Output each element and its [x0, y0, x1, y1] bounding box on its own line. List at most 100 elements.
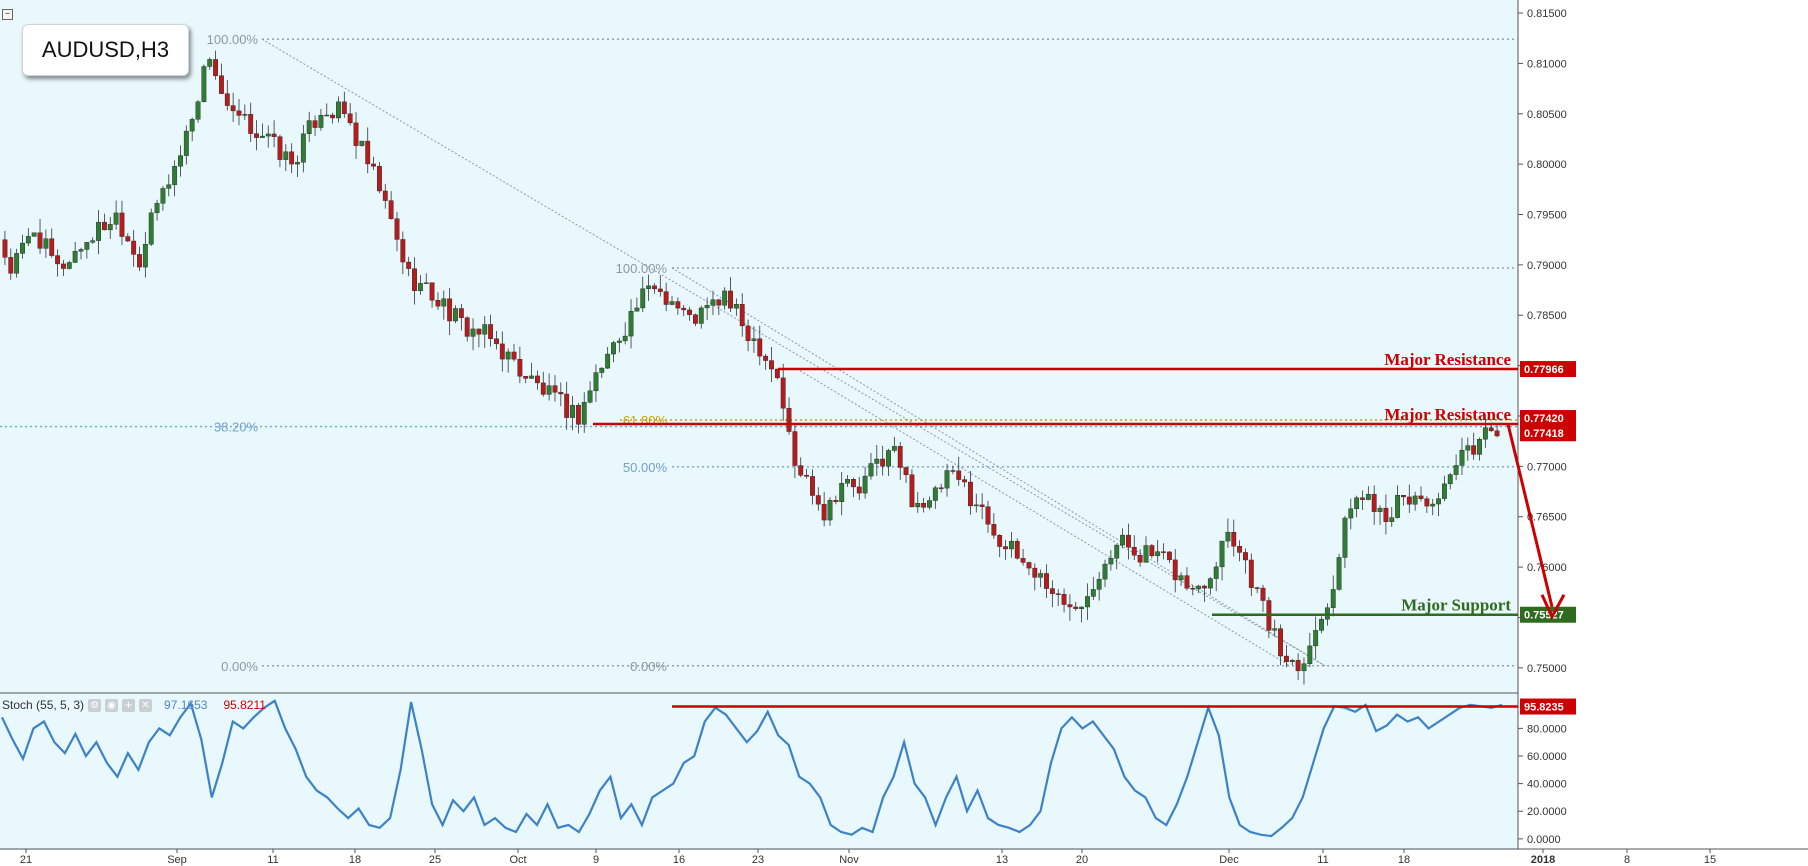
- candle-body: [716, 299, 722, 306]
- candle-body: [915, 502, 921, 508]
- candle-body: [575, 404, 581, 425]
- more-icon[interactable]: +: [122, 698, 136, 712]
- x-tick-label: Sep: [167, 854, 187, 866]
- candle-body: [1307, 645, 1313, 664]
- candle-body: [470, 328, 476, 337]
- x-tick-label: 9: [593, 854, 599, 866]
- candle-body: [447, 298, 453, 322]
- candle-body: [1377, 507, 1383, 512]
- candle-body: [1465, 445, 1471, 451]
- x-tick-label: 2018: [1531, 854, 1555, 866]
- candle-body: [1225, 532, 1231, 542]
- candle-body: [306, 120, 312, 135]
- projection-arrow: [1506, 423, 1554, 608]
- candle-body: [769, 360, 774, 370]
- candle-body: [400, 239, 406, 263]
- candle-body: [505, 351, 511, 360]
- candle-body: [195, 101, 201, 120]
- candle-body: [55, 255, 61, 265]
- candle-body: [628, 311, 634, 337]
- candle-body: [365, 140, 371, 165]
- candle-body: [1061, 594, 1067, 605]
- indicator-value-2: 95.8211: [223, 698, 266, 712]
- candle-body: [921, 502, 927, 508]
- fib-level-label: 61.80%: [623, 413, 668, 428]
- candle-body: [997, 535, 1003, 547]
- candle-body: [897, 446, 903, 468]
- close-icon[interactable]: ✕: [139, 698, 153, 712]
- x-tick-label: 25: [429, 854, 441, 866]
- x-tick-label: 20: [1076, 854, 1088, 866]
- candle-body: [1190, 588, 1196, 590]
- candle-body: [20, 242, 25, 254]
- candle-body: [1412, 495, 1418, 505]
- fib-level-label: 0.00%: [630, 659, 667, 674]
- candle-body: [312, 120, 318, 128]
- candle-body: [640, 288, 646, 309]
- y-tick-label: 0.78500: [1527, 310, 1567, 322]
- candle-body: [1126, 534, 1131, 548]
- price-tag-label: 0.77420: [1524, 413, 1564, 425]
- candle-body: [985, 506, 991, 525]
- candle-body: [230, 105, 236, 112]
- candle-body: [763, 355, 769, 361]
- settings-icon[interactable]: ⚙: [88, 698, 102, 712]
- candle-body: [101, 221, 107, 231]
- candle-body: [1032, 567, 1038, 578]
- candle-body: [219, 75, 224, 94]
- osc-price-tag-label: 95.8235: [1524, 702, 1564, 714]
- candle-body: [692, 314, 698, 324]
- candle-body: [1494, 430, 1500, 437]
- collapse-icon[interactable]: –: [2, 9, 13, 20]
- candle-body: [113, 212, 119, 225]
- x-tick-label: Nov: [839, 854, 859, 866]
- candle-body: [774, 368, 780, 379]
- candle-body: [1260, 587, 1266, 601]
- y-tick-label: 0.79000: [1527, 260, 1567, 272]
- candle-body: [1161, 551, 1166, 553]
- candle-body: [324, 114, 330, 117]
- symbol-label: AUDUSD,H3: [22, 24, 189, 76]
- candle-body: [1143, 545, 1149, 563]
- fib-level-label: 38.20%: [214, 420, 259, 435]
- candle-body: [78, 249, 84, 252]
- hide-icon[interactable]: ◉: [105, 698, 119, 712]
- candle-body: [1336, 557, 1342, 590]
- candle-body: [605, 353, 611, 369]
- time-axis-panel: [0, 850, 1808, 866]
- candle-body: [119, 212, 125, 237]
- candle-body: [394, 218, 400, 240]
- candle-body: [646, 285, 652, 289]
- level-label: Major Resistance: [1384, 350, 1511, 369]
- fib-level-label: 100.00%: [616, 261, 668, 276]
- candle-body: [1330, 589, 1336, 608]
- y-tick-label: 0.76000: [1527, 562, 1567, 574]
- candle-body: [611, 342, 616, 355]
- y-tick-label: 0.76500: [1527, 512, 1567, 524]
- candle-body: [84, 242, 90, 250]
- candle-body: [441, 298, 447, 307]
- candle-body: [207, 59, 213, 67]
- candle-body: [669, 301, 675, 305]
- candle-body: [1049, 588, 1055, 594]
- candle-body: [423, 282, 429, 284]
- candle-body: [277, 136, 283, 160]
- candle-body: [1079, 606, 1085, 609]
- candle-body: [886, 450, 891, 467]
- candle-body: [938, 487, 944, 489]
- candle-body: [745, 325, 751, 341]
- candle-body: [66, 262, 72, 269]
- candle-body: [862, 475, 868, 494]
- candle-body: [1114, 544, 1120, 559]
- candle-body: [72, 251, 78, 263]
- candle-body: [37, 232, 43, 249]
- candle-body: [932, 487, 938, 501]
- candle-body: [1278, 628, 1283, 657]
- x-tick-label: 21: [20, 854, 32, 866]
- candle-body: [1120, 534, 1125, 546]
- candle-body: [570, 404, 575, 418]
- candle-body: [891, 446, 897, 451]
- candle-body: [482, 324, 488, 335]
- candle-body: [517, 358, 523, 377]
- candle-body: [271, 133, 277, 137]
